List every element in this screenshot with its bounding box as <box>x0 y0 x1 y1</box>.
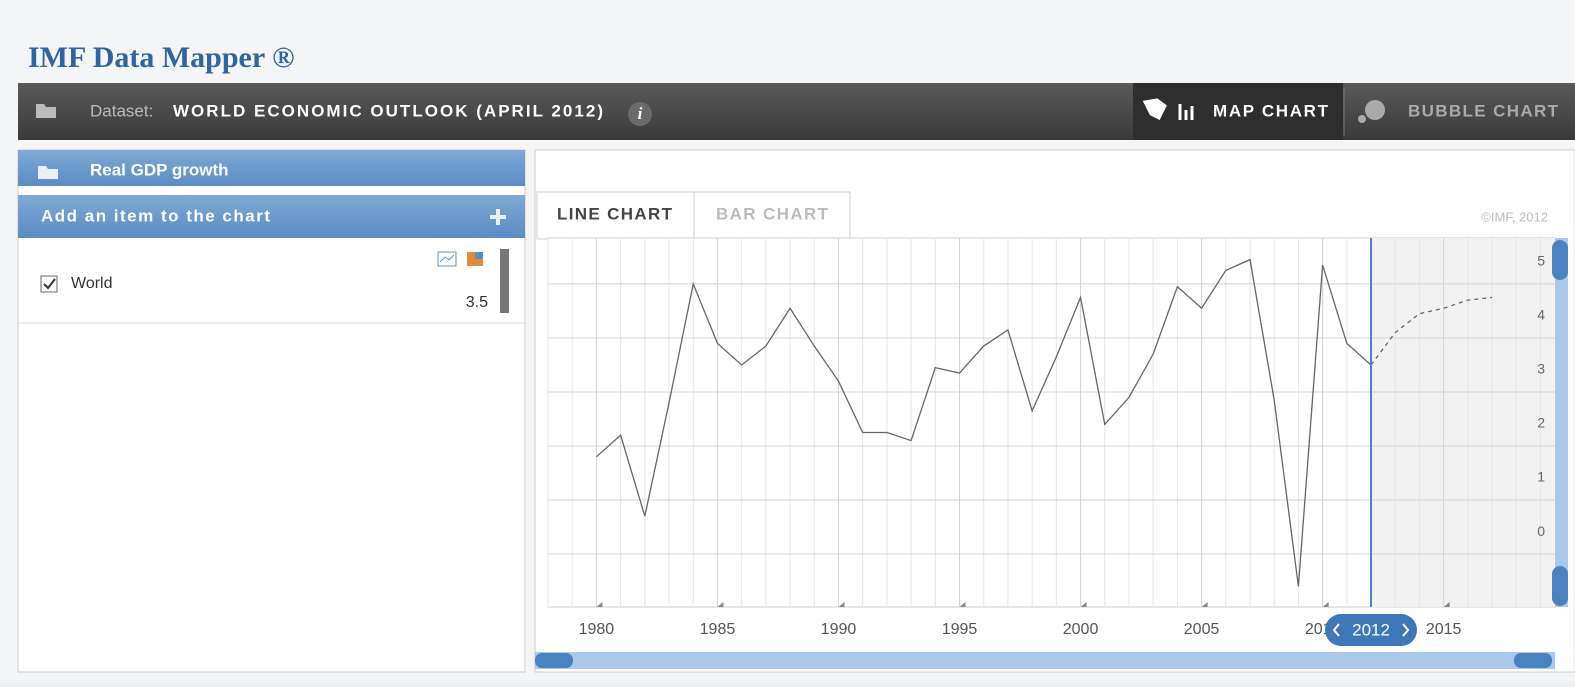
checkbox[interactable] <box>40 275 58 293</box>
future-region <box>1371 238 1555 607</box>
series-line <box>595 258 1372 587</box>
add-item-bar[interactable] <box>18 195 525 238</box>
y-tick-label: 4 <box>1537 307 1545 323</box>
dataset-label: Dataset: <box>90 101 153 120</box>
info-button[interactable] <box>628 102 652 126</box>
series-line <box>1370 296 1493 366</box>
dataset-name: WORLD ECONOMIC OUTLOOK (APRIL 2012) <box>173 101 603 120</box>
tick-mark <box>717 602 724 607</box>
copyright: ©IMF, 2012 <box>1481 209 1548 224</box>
map-chart-tab[interactable] <box>1133 83 1343 140</box>
bar-chart-tab-label: BAR CHART <box>716 204 829 223</box>
indicator-header[interactable] <box>18 150 525 186</box>
plus-icon <box>490 209 506 225</box>
x-tick-label: 1985 <box>700 621 736 638</box>
check-mark <box>43 278 56 290</box>
item-label: World <box>71 275 113 292</box>
tick-mark <box>838 602 845 607</box>
x-tick-label: 1990 <box>821 621 857 638</box>
tick-mark <box>959 602 966 607</box>
tick-mark <box>1322 602 1329 607</box>
bar-chart-tab[interactable] <box>693 191 851 239</box>
map-icon <box>1142 98 1194 121</box>
x-tick-label: 2000 <box>1063 621 1099 638</box>
folder-icon <box>38 166 58 179</box>
y-tick-label: 5 <box>1537 253 1545 269</box>
y-tick-label: 3 <box>1537 361 1545 377</box>
year-slider[interactable] <box>1325 614 1418 646</box>
tick-mark <box>1080 602 1087 607</box>
bubble-chart-label[interactable]: BUBBLE CHART <box>1408 101 1559 120</box>
color-icon <box>475 252 483 259</box>
x-tick-label: 1980 <box>579 621 615 638</box>
tick-mark <box>596 602 603 607</box>
selected-year-label: 2012 <box>1352 620 1390 639</box>
page-title: IMF Data Mapper ® <box>28 41 295 74</box>
item-bar <box>500 249 509 313</box>
x-tick-label: 2015 <box>1426 621 1462 638</box>
map-chart-label: MAP CHART <box>1213 101 1329 120</box>
line-icon[interactable] <box>437 251 457 267</box>
folder-icon <box>36 104 56 118</box>
v-scroll-handle[interactable] <box>1552 566 1568 606</box>
h-scroll-handle[interactable] <box>535 653 573 668</box>
bubble-icon <box>1365 100 1385 120</box>
v-scroll-handle[interactable] <box>1552 240 1568 280</box>
y-tick-label: 0 <box>1537 523 1545 539</box>
y-tick-label: 2 <box>1537 415 1545 431</box>
y-tick-label: 1 <box>1537 469 1545 485</box>
tick-mark <box>1201 602 1208 607</box>
x-tick-label: 1995 <box>942 621 978 638</box>
slider-arrows <box>1332 623 1410 637</box>
x-tick-label: 2005 <box>1184 621 1220 638</box>
info-label: i <box>638 104 643 123</box>
h-scroll-handle[interactable] <box>1514 653 1552 668</box>
add-item-label: Add an item to the chart <box>41 206 270 225</box>
indicator-label: Real GDP growth <box>90 160 229 179</box>
bubble-icon <box>1358 115 1366 123</box>
v-scrollbar[interactable] <box>1555 238 1568 607</box>
line-chart-tab[interactable] <box>536 191 695 240</box>
h-scrollbar[interactable] <box>535 652 1555 669</box>
item-value: 3.5 <box>466 294 488 311</box>
line-chart-tab-label: LINE CHART <box>557 204 673 223</box>
tick-mark <box>1443 602 1450 607</box>
